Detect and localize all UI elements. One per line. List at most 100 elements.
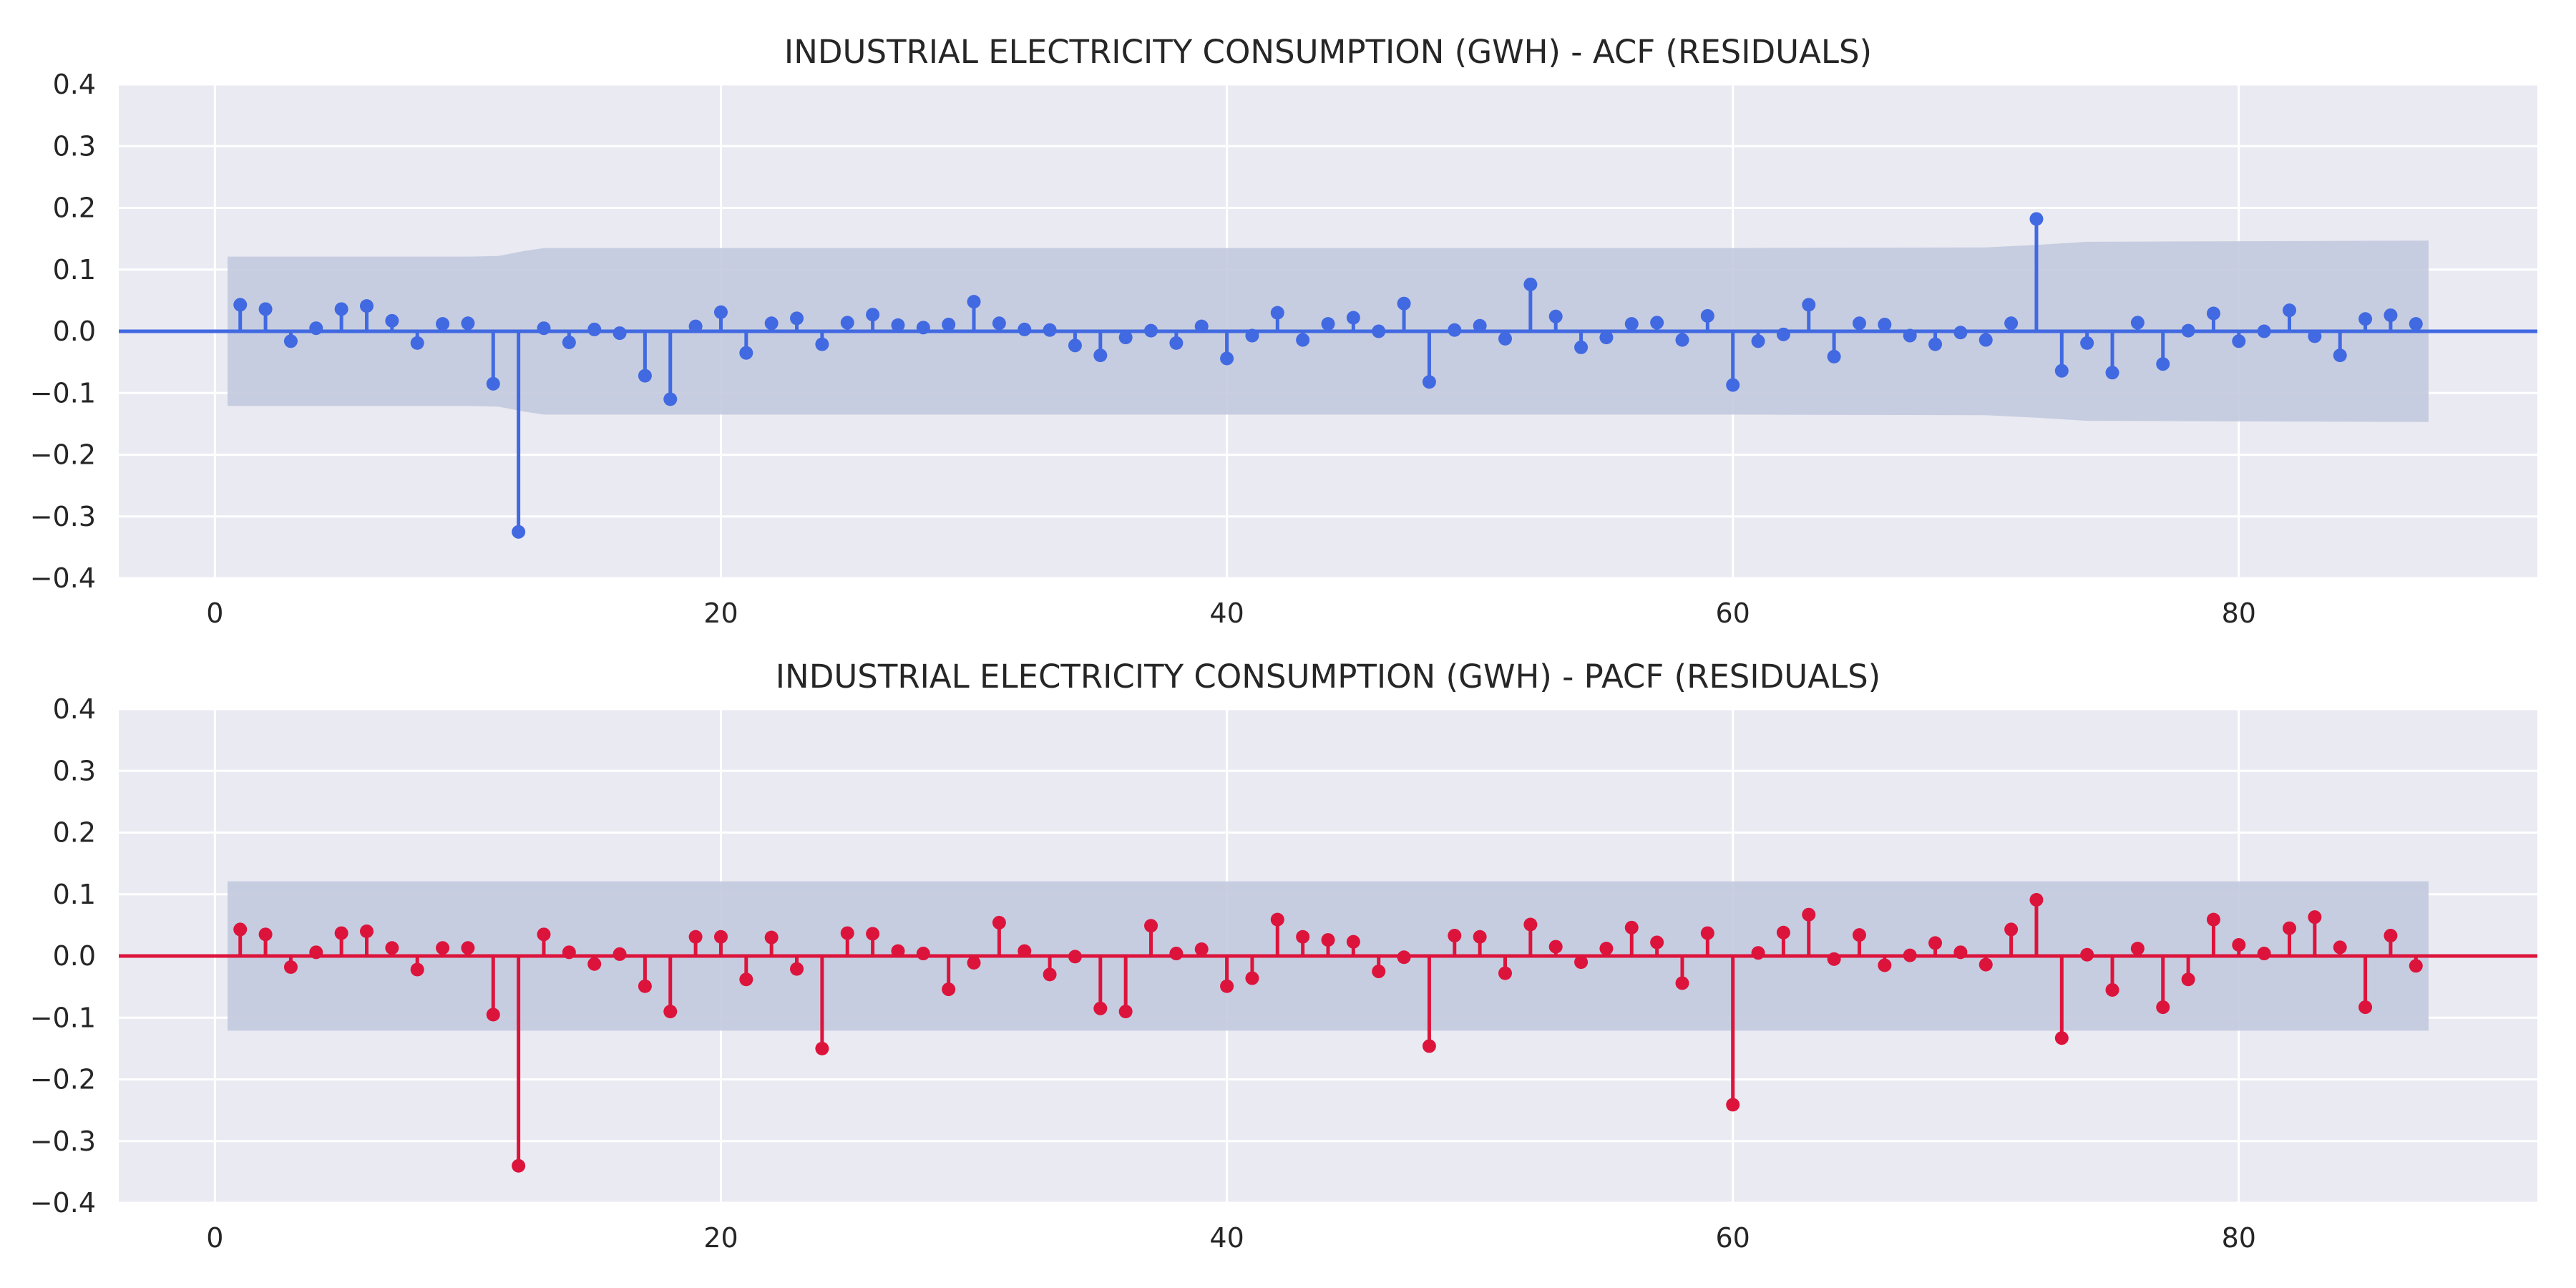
acf-stem-marker — [1548, 309, 1563, 323]
pacf-stem-marker — [283, 960, 298, 975]
pacf-stem-marker — [334, 926, 348, 940]
acf-stem-marker — [1751, 334, 1765, 348]
acf-stem-marker — [840, 316, 854, 330]
acf-stem-marker — [1245, 328, 1259, 343]
acf-stem-marker — [1903, 328, 1917, 343]
acf-stem-marker — [410, 336, 424, 350]
acf-y-tick-label: 0.4 — [53, 69, 96, 100]
pacf-stem-marker — [1979, 957, 1993, 972]
pacf-stem-marker — [2181, 972, 2195, 987]
pacf-stem-marker — [1953, 945, 1968, 960]
acf-y-tick-label: −0.1 — [30, 377, 96, 409]
acf-stem-marker — [1346, 311, 1360, 325]
acf-stem-marker — [2333, 348, 2347, 363]
pacf-stem-marker — [2358, 1000, 2373, 1015]
acf-stem-marker — [764, 316, 779, 331]
pacf-stem-marker — [1144, 919, 1158, 933]
pacf-panel: −0.4 −0.3 −0.2 −0.1 0.0 0.1 0.2 0.3 0.4 0 20 40 60 8… — [30, 658, 2537, 1254]
acf-stem-marker — [537, 321, 551, 336]
acf-stem-marker — [1194, 319, 1209, 333]
acf-stem-marker — [562, 336, 576, 350]
acf-stem-marker — [1675, 333, 1689, 347]
acf-stem-marker — [2206, 306, 2220, 321]
acf-x-tick-label: 40 — [1209, 597, 1244, 629]
acf-stem-marker — [1372, 324, 1386, 338]
pacf-stem-marker — [587, 957, 602, 971]
pacf-stem-marker — [1675, 976, 1689, 990]
acf-stem-marker — [359, 299, 374, 313]
pacf-stems — [233, 893, 2423, 1173]
acf-stem-marker — [688, 319, 703, 333]
pacf-stem-marker — [891, 944, 905, 958]
pacf-stem-marker — [385, 941, 399, 955]
pacf-stem-marker — [2004, 922, 2019, 937]
acf-stem-marker — [2283, 303, 2297, 318]
acf-stems — [233, 212, 2423, 539]
acf-stem-marker — [334, 302, 348, 316]
acf-stem-marker — [2308, 329, 2322, 343]
pacf-stem-marker — [1776, 925, 1790, 940]
acf-stem-marker — [942, 318, 956, 332]
pacf-stem-marker — [1878, 958, 1892, 972]
pacf-stem-marker — [1043, 967, 1057, 982]
pacf-stem-marker — [2384, 929, 2398, 943]
acf-stem-marker — [385, 313, 399, 328]
pacf-x-tick-label: 20 — [703, 1222, 738, 1254]
pacf-stem-marker — [638, 979, 652, 993]
acf-stem-marker — [1448, 323, 1462, 337]
acf-stem-marker — [1321, 317, 1335, 331]
pacf-stem-marker — [2232, 937, 2246, 952]
pacf-stem-marker — [2257, 947, 2271, 961]
acf-x-tick-label: 20 — [703, 597, 738, 629]
acf-stem-marker — [1397, 296, 1411, 311]
pacf-y-tick-label: 0.4 — [53, 693, 96, 725]
acf-stem-marker — [283, 334, 298, 348]
acf-stem-marker — [2156, 357, 2170, 371]
acf-stem-marker — [1650, 316, 1664, 330]
acf-stem-marker — [2105, 366, 2119, 380]
acf-stem-marker — [663, 392, 678, 406]
pacf-stem-marker — [713, 930, 728, 944]
acf-stem-marker — [713, 305, 728, 319]
acf-chart-title: INDUSTRIAL ELECTRICITY CONSUMPTION (GWH)… — [784, 33, 1872, 71]
pacf-stem-marker — [2080, 947, 2094, 962]
pacf-stem-marker — [815, 1041, 829, 1055]
pacf-stem-marker — [2105, 982, 2119, 997]
pacf-stem-marker — [1296, 930, 1310, 944]
pacf-stem-marker — [1700, 926, 1714, 940]
acf-stem-marker — [2054, 364, 2069, 378]
acf-stem-marker — [1498, 331, 1512, 346]
acf-y-tick-label: −0.3 — [30, 501, 96, 532]
acf-stem-marker — [1523, 277, 1538, 291]
pacf-stem-marker — [1397, 950, 1411, 965]
acf-stem-marker — [1700, 308, 1714, 323]
acf-stem-marker — [309, 321, 323, 336]
pacf-stem-marker — [2054, 1031, 2069, 1045]
pacf-stem-marker — [1018, 944, 1032, 958]
acf-stem-marker — [1043, 323, 1057, 337]
acf-stem-marker — [1422, 375, 1436, 389]
pacf-stem-marker — [1118, 1005, 1133, 1019]
pacf-stem-marker — [764, 930, 779, 945]
pacf-y-tick-label: −0.2 — [30, 1064, 96, 1096]
pacf-y-tick-label: −0.4 — [30, 1187, 96, 1219]
pacf-stem-marker — [2029, 893, 2044, 907]
pacf-x-tick-label: 60 — [1716, 1222, 1750, 1254]
pacf-stem-marker — [2333, 940, 2347, 955]
pacf-y-tick-label: 0.3 — [53, 755, 96, 786]
pacf-stem-marker — [1068, 950, 1082, 964]
pacf-stem-marker — [359, 924, 374, 938]
acf-stem-marker — [436, 317, 450, 331]
pacf-stem-marker — [1169, 947, 1184, 961]
acf-stem-marker — [1118, 331, 1133, 345]
acf-stem-marker — [1270, 306, 1284, 320]
acf-stem-marker — [815, 337, 829, 351]
pacf-stem-marker — [1245, 971, 1259, 985]
acf-stem-marker — [790, 311, 804, 326]
pacf-x-tick-label: 80 — [2222, 1222, 2256, 1254]
acf-y-tick-label: −0.4 — [30, 562, 96, 594]
pacf-y-tick-label: 0.2 — [53, 817, 96, 849]
acf-stem-marker — [967, 295, 981, 309]
pacf-stem-marker — [410, 962, 424, 977]
pacf-stem-marker — [967, 955, 981, 970]
